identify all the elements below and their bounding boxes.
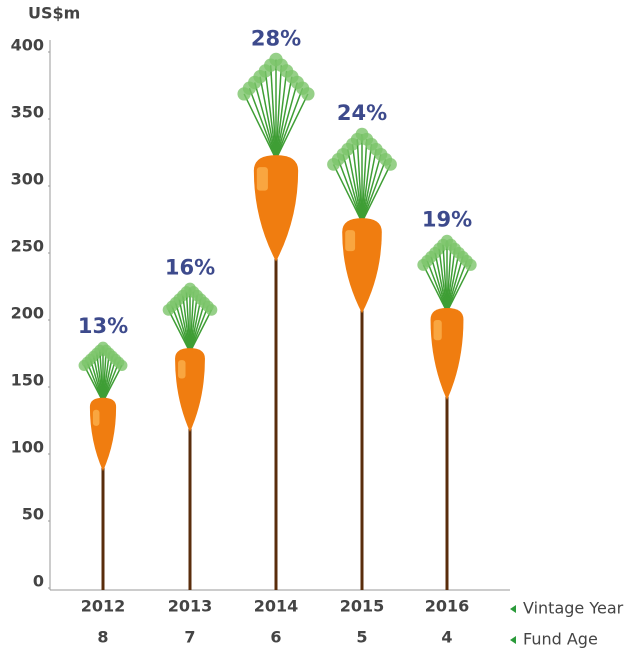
carrot-leaf [248, 87, 277, 160]
carrot-leaf [275, 65, 283, 160]
carrot-leaf [361, 144, 373, 223]
y-tick-label: 0 [33, 572, 44, 591]
carrot-leaf [446, 252, 460, 313]
carrot-leaf [254, 82, 277, 160]
carrot-leaf [446, 260, 468, 313]
carrot-leaf [426, 260, 448, 313]
carrot-leaf [446, 248, 456, 313]
carrot-leaf [361, 164, 392, 223]
carrot-leaf [167, 309, 191, 353]
carrot-leaf [347, 149, 363, 223]
carrot-leaf [446, 264, 472, 313]
carrot-leaf [361, 154, 382, 223]
y-tick-label: 150 [11, 371, 44, 390]
carrot-highlight [178, 360, 186, 379]
carrot-leaf [275, 70, 288, 160]
carrot-leaf [430, 256, 448, 313]
rate-label: 28% [251, 26, 301, 50]
carrot-leaf [269, 65, 277, 160]
carrot-leaf [356, 139, 363, 223]
carrot-leaf [116, 359, 128, 371]
carrot-leaf [332, 164, 363, 223]
y-tick-label: 200 [11, 304, 44, 323]
x-tick-label-2: 6 [270, 628, 281, 647]
carrot-leaf [422, 264, 448, 313]
carrot-leaf [361, 159, 387, 223]
y-tick-label: 250 [11, 237, 44, 256]
carrot-leaf [275, 87, 304, 160]
carrot-leaf [243, 93, 277, 160]
carrot-leaf [446, 256, 464, 313]
carrot-leaf [301, 87, 315, 101]
y-tick-label: 350 [11, 103, 44, 122]
carrot-leaf [264, 70, 277, 160]
y-tick-label: 50 [22, 505, 44, 524]
carrot-leaf [275, 93, 309, 160]
carrot-leaf [337, 159, 363, 223]
y-axis-label: US$m [28, 4, 80, 23]
carrot-leaf [361, 149, 377, 223]
carrot-leaf [342, 154, 363, 223]
carrot [89, 397, 117, 472]
x-tick-label-2: 7 [184, 628, 195, 647]
row-marker [510, 636, 516, 644]
y-tick-label: 400 [11, 36, 44, 55]
carrot-leaf [259, 76, 277, 160]
y-tick-label: 100 [11, 438, 44, 457]
carrot-leaf [189, 302, 206, 353]
carrot-highlight [433, 319, 442, 341]
carrot-highlight [92, 409, 100, 426]
carrot-leaf [275, 82, 298, 160]
carrot-highlight [256, 167, 268, 191]
carrot-leaf [205, 304, 218, 316]
rate-label: 24% [337, 101, 387, 125]
x-tick-label-2: 5 [356, 628, 367, 647]
carrot-leaf [464, 258, 477, 271]
carrot-leaf [102, 365, 123, 403]
carrot-leaf [361, 139, 368, 223]
carrot-leaf [189, 306, 209, 353]
carrot-leaf [275, 76, 293, 160]
rate-label: 13% [78, 314, 128, 338]
carrot-leaf [351, 144, 363, 223]
carrot-highlight [345, 230, 356, 252]
x-tick-label: 2013 [168, 597, 213, 616]
x-tick-label-2: 4 [441, 628, 452, 647]
rate-label: 19% [422, 208, 472, 232]
carrot-leaf [384, 158, 397, 171]
row-label: Vintage Year [523, 599, 624, 618]
x-tick-label-2: 8 [97, 628, 108, 647]
rate-label: 16% [165, 255, 215, 279]
x-tick-label: 2016 [425, 597, 470, 616]
x-tick-label: 2012 [81, 597, 126, 616]
row-marker [510, 605, 516, 613]
x-tick-label: 2014 [254, 597, 299, 616]
x-tick-label: 2015 [340, 597, 385, 616]
carrot-leaf [189, 309, 213, 353]
y-tick-label: 300 [11, 170, 44, 189]
row-label: Fund Age [523, 630, 598, 648]
